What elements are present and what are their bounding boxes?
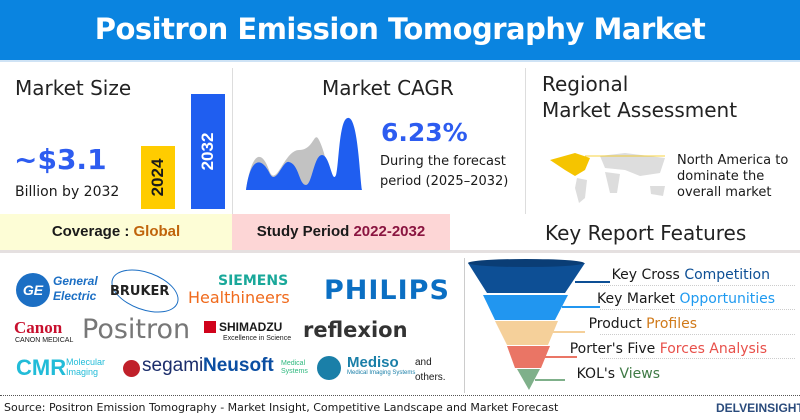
feature-item-1: Key Cross Competition bbox=[611, 267, 770, 283]
study-period-label: Study Period bbox=[256, 223, 354, 240]
logo-segami: segami bbox=[142, 355, 204, 376]
bar-2024: 2024 bbox=[141, 146, 175, 209]
funnel-layer-2 bbox=[483, 295, 568, 320]
funnel-layer-5 bbox=[517, 369, 540, 390]
logo-shimadzu: SHIMADZU bbox=[219, 320, 283, 334]
coverage-banner: Coverage : Global bbox=[0, 214, 232, 250]
and-others: and others. bbox=[415, 357, 446, 383]
study-period-banner: Study Period 2022-2032 bbox=[232, 214, 450, 250]
source-text: Source: Positron Emission Tomography - M… bbox=[4, 401, 559, 414]
feature-item-2: Key Market Opportunities bbox=[597, 291, 775, 307]
mediso-icon bbox=[317, 356, 341, 380]
world-map-icon bbox=[550, 153, 665, 203]
cagr-line2: period (2025–2032) bbox=[380, 174, 509, 189]
divider bbox=[0, 250, 800, 253]
regional-text-2: dominate the bbox=[677, 169, 765, 184]
logo-mediso: Mediso bbox=[347, 354, 399, 371]
cagr-value: 6.23% bbox=[381, 118, 468, 147]
bar-label-2032: 2032 bbox=[198, 132, 217, 171]
logo-healthineers: Healthineers bbox=[188, 288, 290, 307]
market-size-value: ~$3.1 bbox=[14, 143, 107, 176]
delveinsight-logo: DELVEINSIGHT bbox=[716, 401, 800, 415]
cagr-wave-graphic bbox=[246, 117, 362, 190]
cagr-wave bbox=[246, 117, 362, 190]
funnel-layer-1 bbox=[468, 263, 585, 293]
logo-cmr: CMR bbox=[16, 355, 67, 380]
segami-globe-icon bbox=[123, 360, 140, 377]
feature-item-4: Porter's Five Forces Analysis bbox=[569, 341, 767, 357]
coverage-value: Global bbox=[133, 223, 181, 240]
bar-2032: 2032 bbox=[191, 94, 225, 209]
coverage-label: Coverage : bbox=[51, 223, 134, 240]
logo-siemens: SIEMENS bbox=[218, 273, 289, 289]
funnel-layer-3 bbox=[495, 321, 558, 345]
divider bbox=[525, 68, 526, 214]
cagr-line1: During the forecast bbox=[380, 154, 506, 169]
feature-item-3: Product Profiles bbox=[588, 316, 697, 332]
ge-logo-icon: GE bbox=[16, 273, 50, 307]
divider bbox=[0, 395, 800, 396]
regional-text-3: overall market bbox=[677, 185, 772, 200]
funnel-layer-4 bbox=[507, 346, 550, 368]
logo-general-electric: General Electric bbox=[53, 274, 98, 303]
market-size-heading: Market Size bbox=[15, 76, 132, 100]
logo-bruker: BRUKER bbox=[110, 284, 170, 299]
divider bbox=[464, 258, 465, 393]
regional-text-1: North America to bbox=[677, 153, 789, 168]
logo-canon-medical: CANON MEDICAL bbox=[15, 337, 74, 344]
bar-label-2024: 2024 bbox=[148, 158, 167, 197]
header-banner bbox=[0, 0, 800, 62]
market-size-unit: Billion by 2032 bbox=[15, 184, 120, 200]
study-period-value: 2022-2032 bbox=[353, 223, 426, 240]
logo-positron: Positron bbox=[82, 314, 191, 345]
regional-heading-1: Regional bbox=[542, 72, 629, 96]
logo-canon: Canon bbox=[14, 318, 63, 337]
logo-mediso-tagline: Medical Imaging Systems bbox=[347, 370, 416, 376]
regional-text: North America to dominate the overall ma… bbox=[677, 153, 788, 201]
logo-philips: PHILIPS bbox=[324, 275, 450, 306]
key-features-heading: Key Report Features bbox=[545, 221, 747, 245]
regional-heading-2: Market Assessment bbox=[542, 98, 738, 122]
logo-neusoft-text: Medical Systems bbox=[281, 360, 308, 375]
feature-item-5: KOL's Views bbox=[576, 366, 660, 382]
cagr-heading: Market CAGR bbox=[322, 76, 454, 100]
page-title: Positron Emission Tomography Market bbox=[94, 12, 706, 46]
logo-shimadzu-tagline: Excellence in Science bbox=[223, 335, 292, 342]
logo-reflexion: reflexion bbox=[303, 318, 408, 342]
logo-cmr-text: Molecular Imaging bbox=[66, 357, 106, 377]
features-funnel bbox=[468, 259, 610, 390]
logo-neusoft: Neusoft bbox=[203, 355, 274, 376]
divider bbox=[232, 68, 233, 214]
shimadzu-icon bbox=[204, 321, 216, 333]
